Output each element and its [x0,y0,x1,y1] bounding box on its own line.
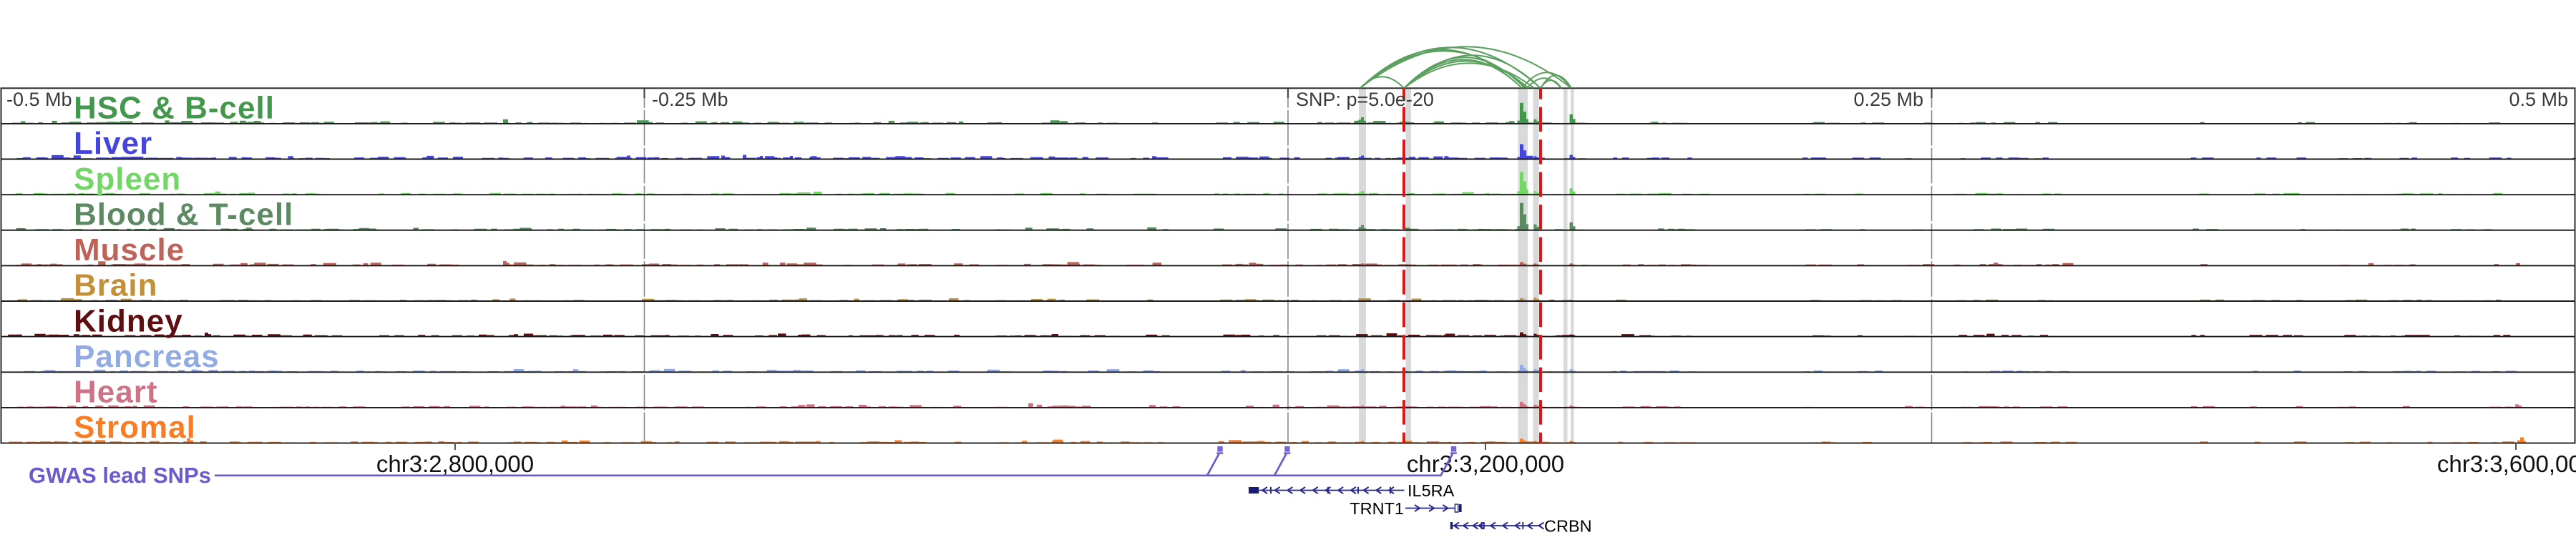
svg-text:CRBN: CRBN [1544,517,1592,536]
svg-text:0.5 Mb: 0.5 Mb [2509,89,2568,110]
svg-text:HSC & B-cell: HSC & B-cell [74,91,275,126]
svg-text:chr3:2,800,000: chr3:2,800,000 [376,451,534,477]
svg-text:-0.25 Mb: -0.25 Mb [652,89,728,110]
svg-text:TRNT1: TRNT1 [1350,499,1404,518]
svg-text:Spleen: Spleen [74,162,181,197]
svg-text:SNP: p=5.0e-20: SNP: p=5.0e-20 [1296,89,1434,110]
svg-text:Blood & T-cell: Blood & T-cell [74,197,293,232]
svg-text:Stromal: Stromal [74,410,196,445]
svg-text:GWAS lead SNPs: GWAS lead SNPs [29,463,211,488]
svg-text:Brain: Brain [74,268,157,303]
svg-text:Liver: Liver [74,126,152,161]
svg-text:Muscle: Muscle [74,232,185,267]
svg-text:-0.5 Mb: -0.5 Mb [6,89,72,110]
svg-text:chr3:3,600,000: chr3:3,600,000 [2437,451,2576,477]
svg-text:chr3:3,200,000: chr3:3,200,000 [1407,451,1564,477]
svg-text:0.25 Mb: 0.25 Mb [1853,89,1923,110]
svg-text:Heart: Heart [74,375,158,410]
svg-text:IL5RA: IL5RA [1407,481,1455,500]
svg-text:Pancreas: Pancreas [74,339,220,374]
svg-text:Kidney: Kidney [74,303,183,338]
